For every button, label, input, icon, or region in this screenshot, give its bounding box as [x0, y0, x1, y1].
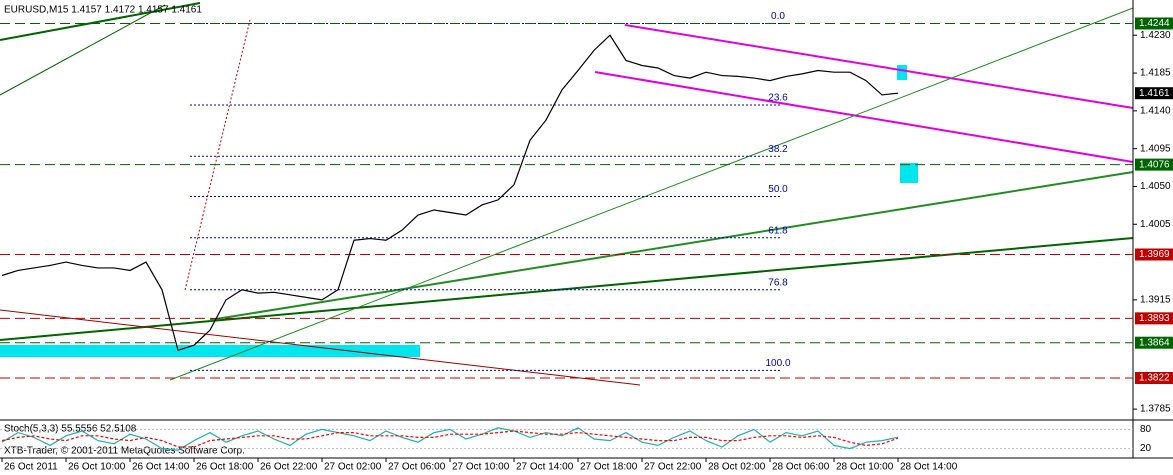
fib-label: 0.0 [771, 11, 785, 22]
channel-line [594, 71, 1134, 163]
price-line [1, 430, 899, 448]
drawn-objects [0, 2, 1134, 386]
level-label: 1.3822 [1139, 373, 1170, 384]
y-tick-label: 1.3915 [1140, 295, 1171, 306]
y-tick-label: 80 [1140, 424, 1152, 435]
trend-line [0, 237, 1134, 341]
y-tick-label: 1.4185 [1140, 68, 1171, 79]
x-tick-label: 27 Oct 06:00 [388, 462, 446, 473]
x-tick-label: 26 Oct 2011 [4, 462, 58, 473]
x-tick-label: 26 Oct 14:00 [132, 462, 190, 473]
fib-label: 61.8 [768, 225, 788, 236]
level-label: 1.4244 [1139, 18, 1170, 29]
channel-line [624, 24, 1134, 109]
y-tick-label: 1.4230 [1140, 30, 1171, 41]
y-tick-label: 20 [1140, 443, 1152, 454]
x-tick-label: 27 Oct 18:00 [580, 462, 638, 473]
x-tick-label: 26 Oct 10:00 [68, 462, 126, 473]
indicator-title: Stoch(5,3,3) 55.5556 52.5108 [4, 424, 137, 435]
level-label: 1.4161 [1139, 88, 1170, 99]
x-tick-label: 27 Oct 02:00 [324, 462, 382, 473]
x-tick-label: 28 Oct 02:00 [708, 462, 766, 473]
level-label: 1.4076 [1139, 159, 1170, 170]
trend-line [0, 2, 201, 41]
level-label: 1.3969 [1139, 249, 1170, 260]
x-tick-label: 26 Oct 18:00 [196, 462, 254, 473]
x-tick-label: 28 Oct 14:00 [900, 462, 958, 473]
trend-line [209, 171, 1134, 321]
x-tick-label: 27 Oct 10:00 [452, 462, 510, 473]
level-tag [1135, 248, 1173, 261]
zone [897, 65, 907, 80]
zone [900, 163, 918, 183]
level-tag [1135, 87, 1173, 100]
price-line [1, 427, 899, 451]
level-label: 1.3864 [1139, 337, 1170, 348]
y-tick-label: 1.4140 [1140, 105, 1171, 116]
fib-label: 76.8 [768, 277, 788, 288]
y-tick-label: 1.4095 [1140, 143, 1171, 154]
x-tick-label: 28 Oct 06:00 [772, 462, 830, 473]
level-tag [1135, 336, 1173, 349]
x-tick-label: 27 Oct 14:00 [516, 462, 574, 473]
level-label: 1.3893 [1139, 313, 1170, 324]
trend-line [0, 4, 166, 96]
x-tick-label: 28 Oct 10:00 [836, 462, 894, 473]
fib-label: 38.2 [768, 144, 788, 155]
y-tick-label: 1.3785 [1140, 404, 1171, 415]
y-tick-label: 1.4050 [1140, 181, 1171, 192]
y-tick-label: 1.4005 [1140, 219, 1171, 230]
footer: XTB-Trader, © 2001-2011 MetaQuotes Softw… [4, 446, 245, 457]
zone [0, 345, 420, 357]
chart-title: EURUSD,M15 1.4157 1.4172 1.4157 1.4161 [4, 5, 202, 16]
level-tag [1135, 371, 1173, 384]
fib-label: 100.0 [765, 358, 790, 369]
level-tag [1135, 17, 1173, 30]
fib-label: 23.6 [768, 93, 788, 104]
x-tick-label: 27 Oct 22:00 [644, 462, 702, 473]
price-line [1, 34, 899, 352]
level-tag [1135, 158, 1173, 171]
fib-label: 50.0 [768, 184, 788, 195]
level-tag [1135, 312, 1173, 325]
x-tick-label: 26 Oct 22:00 [260, 462, 318, 473]
trend-line [0, 309, 641, 386]
